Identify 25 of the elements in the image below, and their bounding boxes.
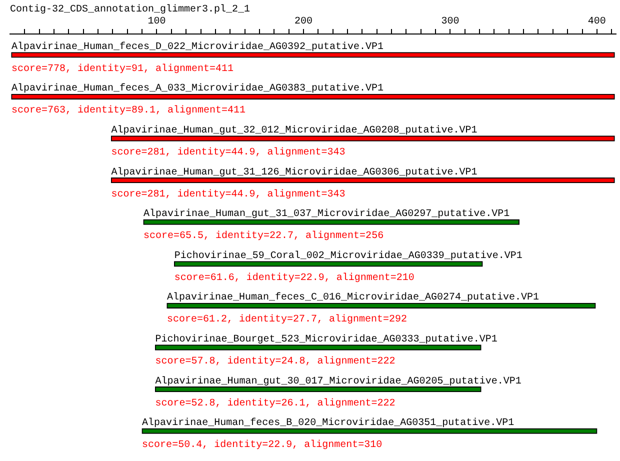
x-tick-label: 200: [294, 16, 312, 28]
y-tick-label: Alpavirinae_Human_feces_C_016_Microviridae_AG0274_putative.VP1: [167, 292, 540, 304]
annotation: score=50.4, identity=22.9, alignment=310: [142, 439, 382, 452]
annotation: score=763, identity=89.1, alignment=411: [11, 104, 246, 117]
y-tick-label: Alpavirinae_Human_feces_A_033_Microviridae_AG0383_putative.VP1: [11, 82, 384, 95]
y-tick-label: Pichovirinae_59_Coral_002_Microviridae_AG0339_putative.VP1: [174, 250, 522, 262]
annotation: score=52.8, identity=26.1, alignment=222: [155, 397, 396, 410]
annotation: score=65.5, identity=22.7, alignment=256: [144, 230, 384, 242]
y-tick-label: Alpavirinae_Human_gut_32_012_Microviridae_AG0208_putative.VP1: [111, 124, 478, 136]
annotation: score=281, identity=44.9, alignment=343: [111, 188, 346, 200]
x-tick-label: 300: [441, 16, 460, 28]
y-tick-label: Alpavirinae_Human_feces_B_020_Microviridae_AG0351_putative.VP1: [142, 417, 514, 430]
annotation: score=61.2, identity=27.7, alignment=292: [167, 314, 408, 326]
y-tick-label: Alpavirinae_Human_gut_31_037_Microviridae_AG0297_putative.VP1: [144, 208, 510, 220]
annotation: score=57.8, identity=24.8, alignment=222: [155, 356, 396, 368]
y-tick-label: Alpavirinae_Human_gut_30_017_Microviridae_AG0205_putative.VP1: [155, 375, 522, 388]
chart-title: Contig-32_CDS_annotation_glimmer3.pl_2_1: [10, 4, 250, 16]
x-tick-label: 100: [148, 16, 166, 28]
y-tick-label: Pichovirinae_Bourget_523_Microviridae_AG0333_putative.VP1: [155, 334, 498, 346]
x-tick-label: 400: [588, 16, 606, 28]
annotation: score=281, identity=44.9, alignment=343: [111, 146, 346, 158]
annotation: score=61.6, identity=22.9, alignment=210: [174, 272, 414, 284]
y-tick-label: Alpavirinae_Human_gut_31_126_Microviridae_AG0306_putative.VP1: [111, 166, 478, 178]
y-tick-label: Alpavirinae_Human_feces_D_022_Microviridae_AG0392_putative.VP1: [11, 40, 384, 53]
annotation: score=778, identity=91, alignment=411: [11, 62, 234, 75]
